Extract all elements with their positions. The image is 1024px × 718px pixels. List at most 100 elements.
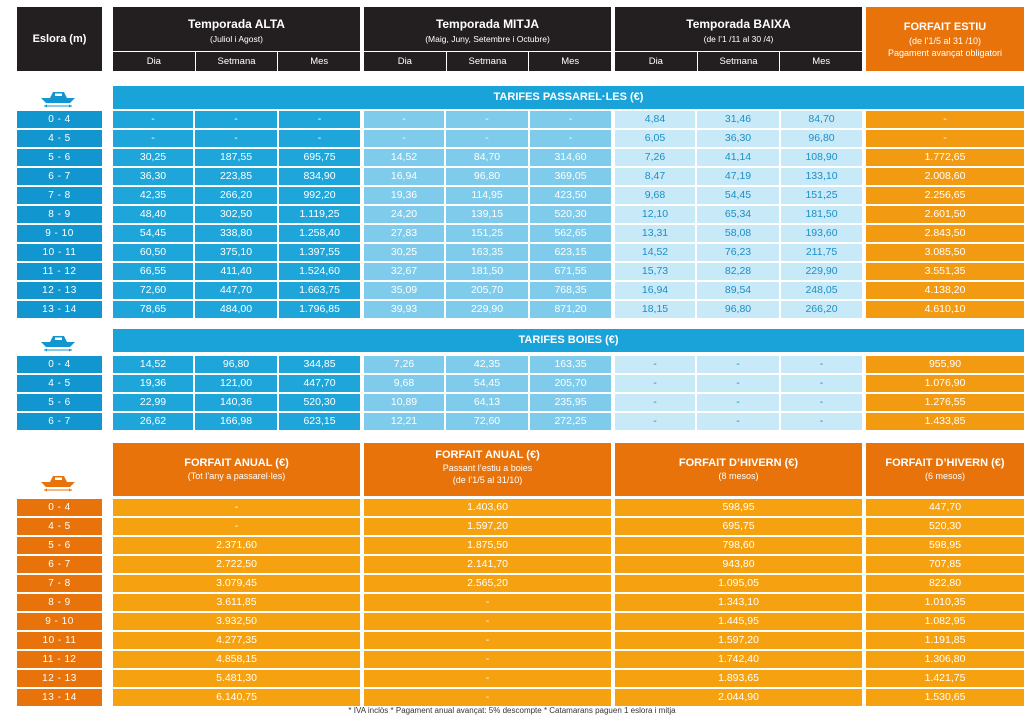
price-cell-alta: 992,20 — [279, 187, 360, 204]
price-cell-mitja: 871,20 — [530, 301, 611, 318]
eslora-range-label: 0 - 4 — [17, 111, 102, 128]
forfait-price-cell: 822,80 — [866, 575, 1024, 592]
season-title: Temporada BAIXA — [686, 17, 791, 31]
boies-title: TARIFES BOIES (€) — [518, 334, 619, 346]
eslora-range-label: 10 - 11 — [17, 244, 102, 261]
price-cell-baixa: 9,68 — [615, 187, 695, 204]
price-cell-mitja: 181,50 — [446, 263, 528, 280]
season-subtitle: (Maig, Juny, Setembre i Octubre) — [425, 34, 550, 44]
price-cell-baixa: - — [615, 375, 695, 392]
price-cell-alta: 484,00 — [195, 301, 277, 318]
price-cell-baixa: 133,10 — [781, 168, 862, 185]
passarel-section-title: TARIFES PASSAREL·LES (€) — [113, 86, 1024, 109]
price-cell-baixa: 181,50 — [781, 206, 862, 223]
price-cell-mitja: 423,50 — [530, 187, 611, 204]
price-cell-alta: 1.119,25 — [279, 206, 360, 223]
boat-icon — [41, 92, 75, 108]
boat-icon — [41, 336, 75, 352]
forfait-price-cell: 4.277,35 — [113, 632, 360, 649]
price-cell-baixa: 14,52 — [615, 244, 695, 261]
col-setmana: Setmana — [696, 52, 780, 71]
price-cell-estiu: 955,90 — [866, 356, 1024, 373]
price-cell-mitja: 72,60 — [446, 413, 528, 430]
price-cell-mitja: 19,36 — [364, 187, 444, 204]
price-cell-mitja: 205,70 — [530, 375, 611, 392]
eslora-range-label: 4 - 5 — [17, 518, 102, 535]
price-cell-mitja: 14,52 — [364, 149, 444, 166]
price-cell-baixa: 211,75 — [781, 244, 862, 261]
price-cell-alta: - — [279, 111, 360, 128]
price-cell-baixa: - — [781, 375, 862, 392]
price-cell-alta: 14,52 — [113, 356, 193, 373]
price-cell-alta: 166,98 — [195, 413, 277, 430]
price-cell-mitja: 623,15 — [530, 244, 611, 261]
forfait-title: FORFAIT ANUAL (€) — [184, 457, 289, 469]
price-cell-mitja: 562,65 — [530, 225, 611, 242]
col-mes: Mes — [277, 52, 360, 71]
eslora-range-label: 6 - 7 — [17, 556, 102, 573]
price-cell-baixa: 89,54 — [697, 282, 779, 299]
price-cell-baixa: - — [781, 413, 862, 430]
price-cell-mitja: 27,83 — [364, 225, 444, 242]
price-cell-baixa: 266,20 — [781, 301, 862, 318]
price-cell-mitja: 114,95 — [446, 187, 528, 204]
price-cell-mitja: 32,67 — [364, 263, 444, 280]
price-cell-mitja: 163,35 — [446, 244, 528, 261]
price-cell-estiu: - — [866, 111, 1024, 128]
price-cell-mitja: 768,35 — [530, 282, 611, 299]
price-cell-baixa: 151,25 — [781, 187, 862, 204]
price-cell-baixa: 76,23 — [697, 244, 779, 261]
price-cell-estiu: 4.138,20 — [866, 282, 1024, 299]
forfait-note: (6 mesos) — [924, 471, 965, 481]
forfait-note: (8 mesos) — [718, 471, 759, 481]
price-cell-mitja: 42,35 — [446, 356, 528, 373]
season-title: Temporada ALTA — [188, 17, 285, 31]
forfait-price-cell: 1.597,20 — [364, 518, 611, 535]
forfait-estiu-note: Pagament avançat obligatori — [887, 48, 1003, 58]
forfait-price-cell: 943,80 — [615, 556, 862, 573]
eslora-range-label: 8 - 9 — [17, 594, 102, 611]
price-cell-alta: 96,80 — [195, 356, 277, 373]
price-cell-baixa: - — [697, 413, 779, 430]
price-cell-baixa: 4,84 — [615, 111, 695, 128]
forfait-estiu-dates: (de l’1/5 al 31 /10) — [908, 36, 982, 46]
forfait-price-cell: - — [364, 670, 611, 687]
price-cell-baixa: 96,80 — [697, 301, 779, 318]
forfait-price-cell: 1.445,95 — [615, 613, 862, 630]
forfait-price-cell: 798,60 — [615, 537, 862, 554]
eslora-range-label: 13 - 14 — [17, 689, 102, 706]
price-cell-alta: 66,55 — [113, 263, 193, 280]
forfait-price-cell: 3.932,50 — [113, 613, 360, 630]
forfait-price-cell: 2.044,90 — [615, 689, 862, 706]
price-cell-alta: 834,90 — [279, 168, 360, 185]
price-cell-mitja: 54,45 — [446, 375, 528, 392]
forfait-note: Passant l’estiu a boies — [442, 463, 533, 473]
eslora-range-label: 7 - 8 — [17, 187, 102, 204]
forfait-price-cell: 1.893,65 — [615, 670, 862, 687]
price-cell-baixa: 7,26 — [615, 149, 695, 166]
price-cell-baixa: 84,70 — [781, 111, 862, 128]
price-cell-estiu: 2.843,50 — [866, 225, 1024, 242]
price-cell-mitja: 39,93 — [364, 301, 444, 318]
price-cell-alta: 266,20 — [195, 187, 277, 204]
forfait-price-cell: - — [113, 518, 360, 535]
forfait-price-cell: 1.597,20 — [615, 632, 862, 649]
price-cell-alta: 520,30 — [279, 394, 360, 411]
price-cell-baixa: 8,47 — [615, 168, 695, 185]
season-title: Temporada MITJA — [435, 17, 540, 31]
price-cell-baixa: 16,94 — [615, 282, 695, 299]
boat-icon — [41, 476, 75, 492]
price-cell-baixa: 229,90 — [781, 263, 862, 280]
price-cell-estiu: 4.610,10 — [866, 301, 1024, 318]
price-cell-alta: - — [279, 130, 360, 147]
forfait-anual-boies-header: FORFAIT ANUAL (€) Passant l’estiu a boie… — [364, 443, 611, 496]
forfait-price-cell: 1.403,60 — [364, 499, 611, 516]
price-cell-alta: - — [113, 130, 193, 147]
forfait-price-cell: 1.010,35 — [866, 594, 1024, 611]
price-cell-alta: 447,70 — [195, 282, 277, 299]
price-cell-alta: 338,80 — [195, 225, 277, 242]
price-cell-mitja: 35,09 — [364, 282, 444, 299]
col-dia: Dia — [648, 56, 663, 67]
price-cell-baixa: 58,08 — [697, 225, 779, 242]
price-cell-mitja: - — [446, 111, 528, 128]
